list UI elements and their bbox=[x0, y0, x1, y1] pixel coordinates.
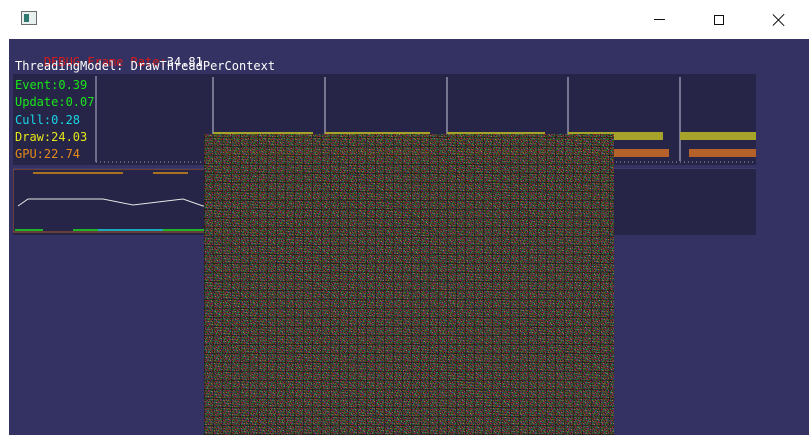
app-icon bbox=[21, 11, 37, 25]
gpu-bar bbox=[689, 149, 756, 157]
window-border bbox=[0, 39, 9, 435]
cull-timing: Cull:0.28 bbox=[15, 113, 81, 127]
draw-bar bbox=[568, 132, 663, 140]
corrupted-texture-artifact bbox=[204, 134, 614, 435]
render-viewport[interactable]: DEBUG Frame Rate:34.81 ThreadingModel: D… bbox=[9, 39, 809, 435]
close-button[interactable] bbox=[756, 0, 802, 39]
frame-rate-line: DEBUG Frame Rate:34.81 bbox=[15, 41, 203, 83]
event-timing: Event:0.39 bbox=[15, 78, 88, 92]
title-bar bbox=[0, 0, 809, 39]
maximize-button[interactable] bbox=[696, 0, 742, 39]
maximize-icon bbox=[714, 14, 724, 25]
close-icon bbox=[772, 13, 786, 27]
draw-timing: Draw:24.03 bbox=[15, 130, 88, 144]
threading-model: ThreadingModel: DrawThreadPerContext bbox=[15, 59, 276, 73]
frame-rate-label: DEBUG Frame Rate: bbox=[43, 55, 167, 69]
minimize-button[interactable] bbox=[636, 0, 682, 39]
minimize-icon bbox=[653, 19, 665, 20]
update-timing: Update:0.07 bbox=[15, 95, 95, 109]
gpu-timing: GPU:22.74 bbox=[15, 147, 81, 161]
draw-bar bbox=[680, 132, 756, 140]
frame-rate-value: 34.81 bbox=[166, 55, 203, 69]
gpu-bar bbox=[573, 149, 669, 157]
